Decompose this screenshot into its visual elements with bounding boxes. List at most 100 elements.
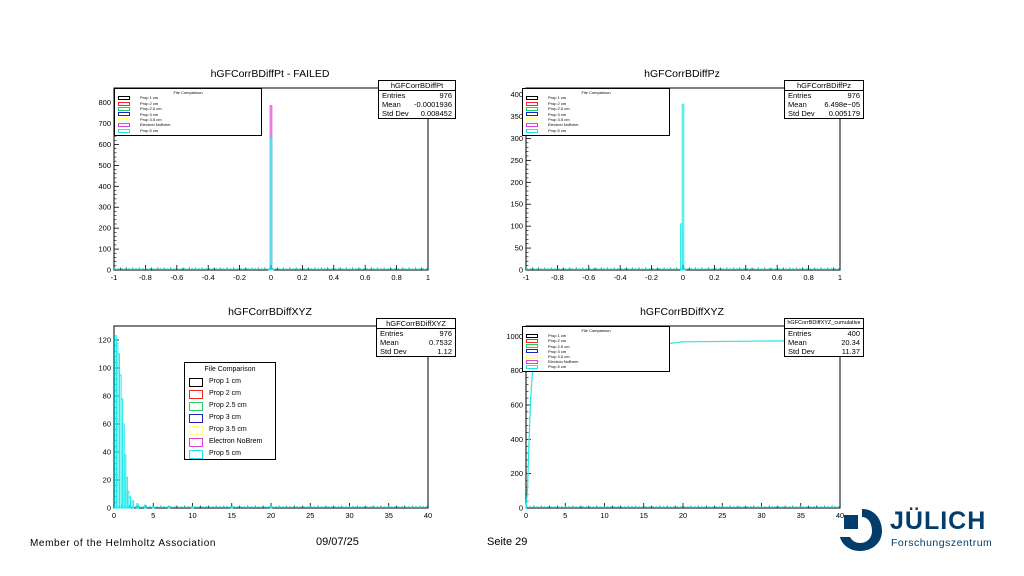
stats-std: 11.37 bbox=[841, 347, 860, 356]
legend-swatch bbox=[526, 365, 538, 370]
histogram-bar bbox=[269, 506, 273, 509]
stats-mean-label: Mean bbox=[382, 100, 401, 109]
legend-entry: Prop 1 cm bbox=[118, 95, 258, 100]
stats-entries: 976 bbox=[439, 329, 452, 338]
legend-label: Electron NoBrem bbox=[548, 122, 579, 128]
x-tick-label: 0 bbox=[112, 511, 116, 520]
series-point bbox=[526, 486, 529, 489]
x-tick-label: 30 bbox=[345, 511, 353, 520]
x-tick-label: -0.2 bbox=[233, 273, 246, 282]
legend-label: Prop 2 cm bbox=[548, 100, 567, 106]
legend-entry: Prop 2 cm bbox=[526, 101, 666, 106]
legend-label: Prop 1 cm bbox=[140, 95, 159, 101]
y-tick-label: 0 bbox=[107, 504, 111, 513]
chart-hgfcorrbdiffpz: hGFCorrBDiffPz -1 -0.8 -0.6 -0.4 -0.2 0 0.2 0.4… bbox=[492, 64, 872, 284]
legend-swatch bbox=[189, 413, 203, 423]
chart-hgfcorrbdiffxyz: hGFCorrBDiffXYZ 0 5 10 15 20 25 30 35 40 0 20 40 60 8… bbox=[80, 302, 460, 522]
y-tick-label: 800 bbox=[510, 366, 523, 375]
stats-mean-label: Mean bbox=[788, 100, 807, 109]
y-tick-label: 80 bbox=[103, 392, 111, 401]
legend-label: Prop 5 cm bbox=[548, 364, 567, 370]
stats-title: hGFCorrBDiffXYZ bbox=[377, 319, 455, 329]
stats-title: hGFCorrBDiffPz bbox=[785, 81, 863, 91]
legend-swatch bbox=[118, 106, 130, 111]
legend-title: File Comparison bbox=[581, 328, 611, 333]
legend-swatch bbox=[526, 349, 538, 354]
stats-entries: 976 bbox=[439, 91, 452, 100]
legend-label: Prop 2.5 cm bbox=[548, 343, 570, 349]
histogram-bar bbox=[230, 506, 234, 509]
x-tick-label: 5 bbox=[151, 511, 155, 520]
stats-title: hGFCorrBDiffPt bbox=[379, 81, 455, 91]
legend-swatch bbox=[118, 123, 130, 128]
stats-box: hGFCorrBDiffXYZ Entries 976 Mean 0.7532 St… bbox=[376, 318, 456, 357]
x-tick-label: 15 bbox=[228, 511, 236, 520]
legend-entry: Prop 2 cm bbox=[189, 388, 271, 400]
legend-entry: Electron NoBrem bbox=[118, 122, 258, 127]
legend-label: Prop 5 cm bbox=[548, 127, 567, 133]
legend-entry: Electron NoBrem bbox=[189, 436, 271, 448]
histogram-bar bbox=[271, 268, 274, 271]
x-tick-label: -1 bbox=[111, 273, 118, 282]
legend-entry: Prop 2.5 cm bbox=[118, 106, 258, 111]
legend-entry: Prop 2.5 cm bbox=[189, 400, 271, 412]
stats-box: hGFCorrBDiffPz Entries 976 Mean 6.498e−05 … bbox=[784, 80, 864, 119]
legend-entry: Prop 3.5 cm bbox=[189, 424, 271, 436]
legend-swatch bbox=[189, 389, 203, 399]
stats-mean-label: Mean bbox=[380, 338, 399, 347]
y-tick-label: 800 bbox=[98, 98, 111, 107]
y-tick-label: 200 bbox=[98, 224, 111, 233]
x-tick-label: -0.4 bbox=[202, 273, 215, 282]
y-tick-label: 400 bbox=[510, 435, 523, 444]
legend-entry: Prop 3 cm bbox=[526, 112, 666, 117]
legend: File Comparison Prop 1 cm Prop 2 cm Prop 2… bbox=[522, 88, 670, 136]
legend-entry: Prop 5 cm bbox=[526, 364, 666, 369]
series-point bbox=[529, 397, 532, 399]
legend-entry: Prop 5 cm bbox=[189, 448, 271, 460]
series-point bbox=[525, 507, 527, 509]
stats-mean: 20.34 bbox=[841, 338, 860, 347]
legend-label: Prop 3 cm bbox=[548, 348, 567, 354]
legend-swatch bbox=[526, 106, 538, 111]
x-tick-label: 35 bbox=[385, 511, 393, 520]
legend-entry: Prop 2 cm bbox=[118, 101, 258, 106]
histogram-bar bbox=[151, 506, 155, 509]
legend-swatch bbox=[189, 377, 203, 387]
y-tick-label: 600 bbox=[510, 400, 523, 409]
footer-page: Seite 29 bbox=[487, 536, 528, 548]
stats-std: 0.005179 bbox=[828, 109, 860, 118]
legend-label: Prop 2 cm bbox=[548, 338, 567, 344]
histogram-bar bbox=[131, 500, 135, 509]
x-tick-label: 15 bbox=[640, 511, 648, 520]
x-tick-label: 0 bbox=[269, 273, 273, 282]
legend-label: Prop 2.5 cm bbox=[209, 402, 247, 409]
legend-label: Prop 3 cm bbox=[140, 111, 159, 117]
chart-title: hGFCorrBDiffPt - FAILED bbox=[210, 68, 330, 80]
stats-std: 0.008452 bbox=[420, 109, 452, 118]
histogram-bar bbox=[144, 504, 147, 509]
legend-entry: Electron NoBrem bbox=[526, 122, 666, 127]
legend-swatch bbox=[526, 359, 538, 364]
legend-label: Prop 2 cm bbox=[140, 100, 159, 106]
legend-label: Prop 2.5 cm bbox=[548, 106, 570, 112]
legend: File Comparison Prop 1 cm Prop 2 cm Prop 2… bbox=[522, 326, 670, 372]
legend-label: Electron NoBrem bbox=[209, 438, 263, 445]
histogram-bar bbox=[191, 506, 194, 509]
x-tick-label: 0.4 bbox=[329, 273, 339, 282]
x-tick-label: 20 bbox=[267, 511, 275, 520]
legend-swatch bbox=[526, 128, 538, 133]
x-tick-label: 0.8 bbox=[391, 273, 401, 282]
stats-entries-label: Entries bbox=[380, 329, 404, 338]
legend-label: Prop 3.5 cm bbox=[140, 117, 162, 123]
legend-entry: Prop 3.5 cm bbox=[118, 117, 258, 122]
legend-entry: Prop 1 cm bbox=[526, 333, 666, 338]
stats-std-label: Std Dev bbox=[382, 109, 409, 118]
legend-swatch bbox=[526, 344, 538, 349]
legend-label: Prop 1 cm bbox=[209, 378, 241, 385]
stats-std-label: Std Dev bbox=[788, 109, 815, 118]
stats-box: hGFCorrBDiffXYZ_cumulative Entries 400 Me… bbox=[784, 318, 864, 357]
y-tick-label: 100 bbox=[98, 245, 111, 254]
x-tick-label: 1 bbox=[426, 273, 430, 282]
legend-swatch bbox=[526, 333, 538, 338]
histogram-bar bbox=[681, 103, 685, 271]
